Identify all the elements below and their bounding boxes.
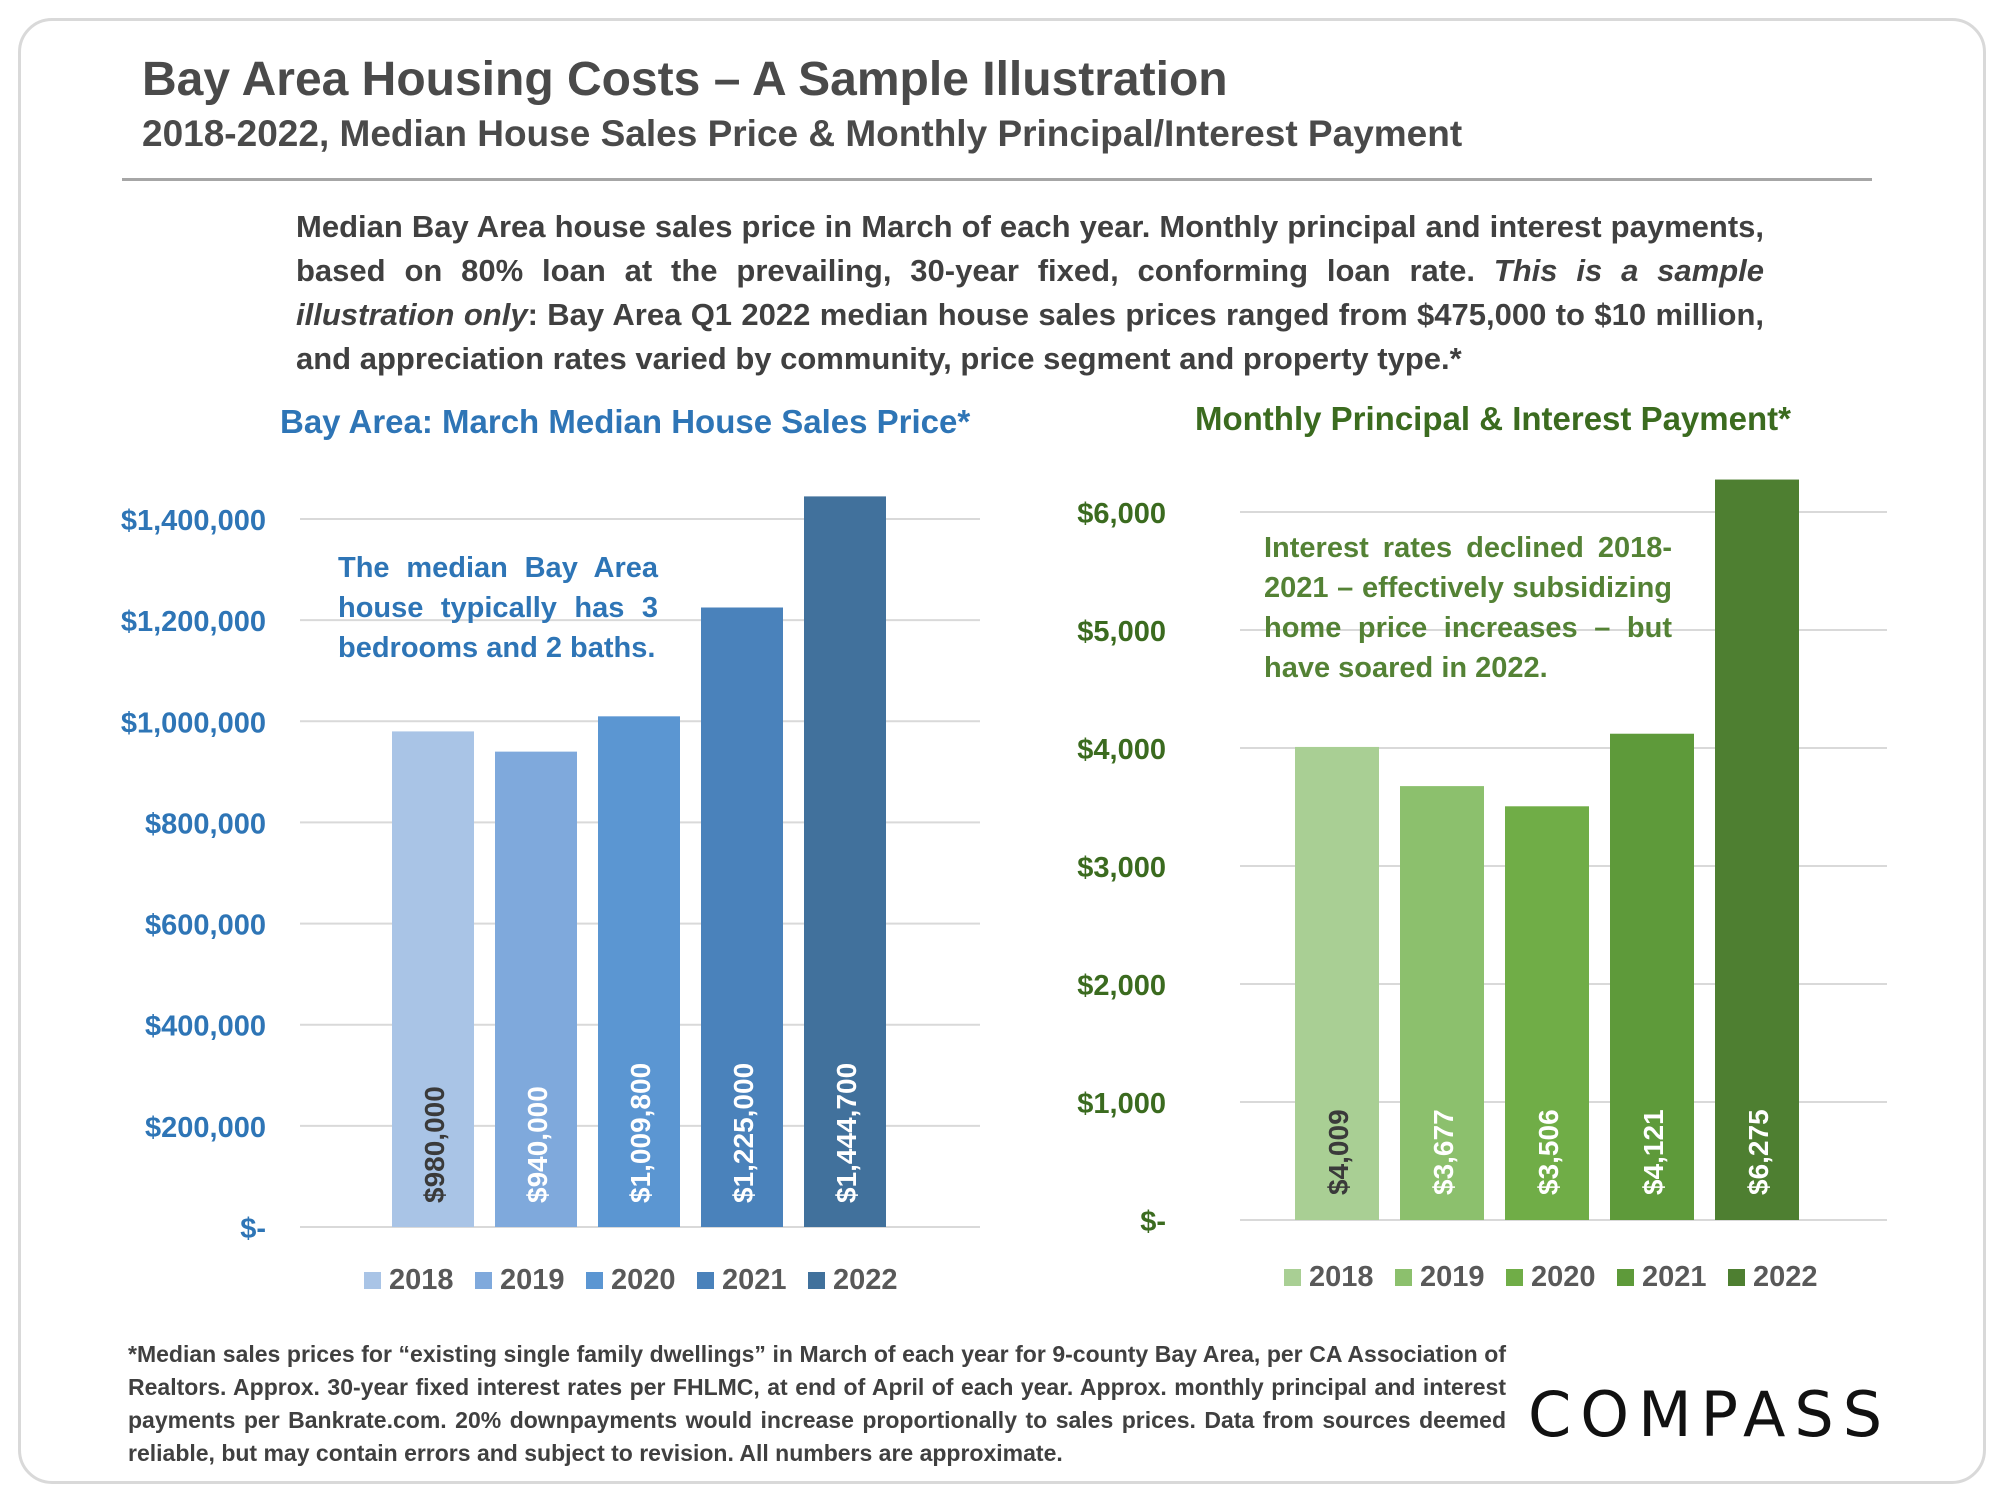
bar-2022 <box>1715 479 1799 1220</box>
bar-2020 <box>1505 806 1589 1220</box>
y-tick-label: $1,200,000 <box>121 606 266 638</box>
y-tick-label: $2,000 <box>1077 970 1166 1002</box>
data-label-2018: $980,000 <box>419 1086 450 1203</box>
legend-swatch-2022 <box>808 1272 825 1289</box>
data-label-2019: $3,677 <box>1428 1109 1459 1195</box>
y-tick-label: $1,400,000 <box>121 505 266 537</box>
bar-2019 <box>495 751 577 1227</box>
description-italic: This is a sample illustration only <box>296 253 1764 332</box>
price-chart-annotation: The median Bay Area house typically has … <box>338 552 658 664</box>
legend-label-2019: 2019 <box>1420 1261 1485 1293</box>
data-label-2022: $1,444,700 <box>831 1063 862 1203</box>
title-divider <box>122 178 1872 181</box>
legend-label-2020: 2020 <box>1531 1261 1596 1293</box>
data-label-2021: $4,121 <box>1638 1109 1669 1195</box>
payment-chart-title: Monthly Principal & Interest Payment* <box>1195 400 1791 437</box>
bar-2018 <box>392 731 474 1227</box>
footnote: *Median sales prices for “existing singl… <box>128 1341 1506 1466</box>
legend-label-2022: 2022 <box>833 1264 898 1296</box>
page-title: Bay Area Housing Costs – A Sample Illust… <box>142 53 1228 106</box>
y-tick-label: $- <box>1140 1206 1166 1238</box>
legend-swatch-2018 <box>1284 1269 1301 1286</box>
legend-swatch-2018 <box>364 1272 381 1289</box>
legend-label-2022: 2022 <box>1753 1261 1818 1293</box>
legend-label-2021: 2021 <box>1642 1261 1707 1293</box>
data-label-2022: $6,275 <box>1743 1109 1774 1195</box>
payment-chart-annotation: Interest rates declined 2018-2021 – effe… <box>1264 532 1672 684</box>
y-tick-label: $3,000 <box>1077 852 1166 884</box>
y-tick-label: $1,000,000 <box>121 707 266 739</box>
legend-swatch-2020 <box>1506 1269 1523 1286</box>
bar-2021 <box>1610 733 1694 1220</box>
bar-2020 <box>598 716 680 1227</box>
description-text: Median Bay Area house sales price in Mar… <box>296 209 1764 288</box>
description-text-continued: : Bay Area Q1 2022 median house sales pr… <box>296 297 1764 376</box>
data-label-2019: $940,000 <box>522 1086 553 1203</box>
bar-2021 <box>701 607 783 1227</box>
legend-swatch-2019 <box>1395 1269 1412 1286</box>
legend-label-2021: 2021 <box>722 1264 787 1296</box>
bar-2019 <box>1400 786 1484 1220</box>
y-tick-label: $800,000 <box>145 808 266 840</box>
data-label-2021: $1,225,000 <box>728 1063 759 1203</box>
data-label-2020: $1,009,800 <box>625 1063 656 1203</box>
bar-2022 <box>804 496 886 1228</box>
legend-swatch-2021 <box>697 1272 714 1289</box>
legend-swatch-2020 <box>586 1272 603 1289</box>
y-tick-label: $5,000 <box>1077 616 1166 648</box>
description: Median Bay Area house sales price in Mar… <box>296 205 1764 381</box>
y-tick-label: $400,000 <box>145 1011 266 1043</box>
y-tick-label: $- <box>240 1213 266 1245</box>
y-tick-label: $600,000 <box>145 910 266 942</box>
price-chart-title: Bay Area: March Median House Sales Price… <box>280 403 971 440</box>
data-label-2018: $4,009 <box>1323 1109 1354 1195</box>
legend-label-2019: 2019 <box>500 1264 565 1296</box>
y-tick-label: $4,000 <box>1077 734 1166 766</box>
compass-logo: COMPASS <box>1528 1378 1892 1451</box>
legend-swatch-2022 <box>1728 1269 1745 1286</box>
y-tick-label: $6,000 <box>1077 498 1166 530</box>
bar-2018 <box>1295 746 1379 1220</box>
legend-label-2018: 2018 <box>389 1264 454 1296</box>
legend-label-2020: 2020 <box>611 1264 676 1296</box>
page-subtitle: 2018-2022, Median House Sales Price & Mo… <box>142 113 1463 154</box>
legend-swatch-2019 <box>475 1272 492 1289</box>
data-label-2020: $3,506 <box>1533 1109 1564 1195</box>
legend-swatch-2021 <box>1617 1269 1634 1286</box>
legend-label-2018: 2018 <box>1309 1261 1374 1293</box>
y-tick-label: $1,000 <box>1077 1088 1166 1120</box>
y-tick-label: $200,000 <box>145 1112 266 1144</box>
